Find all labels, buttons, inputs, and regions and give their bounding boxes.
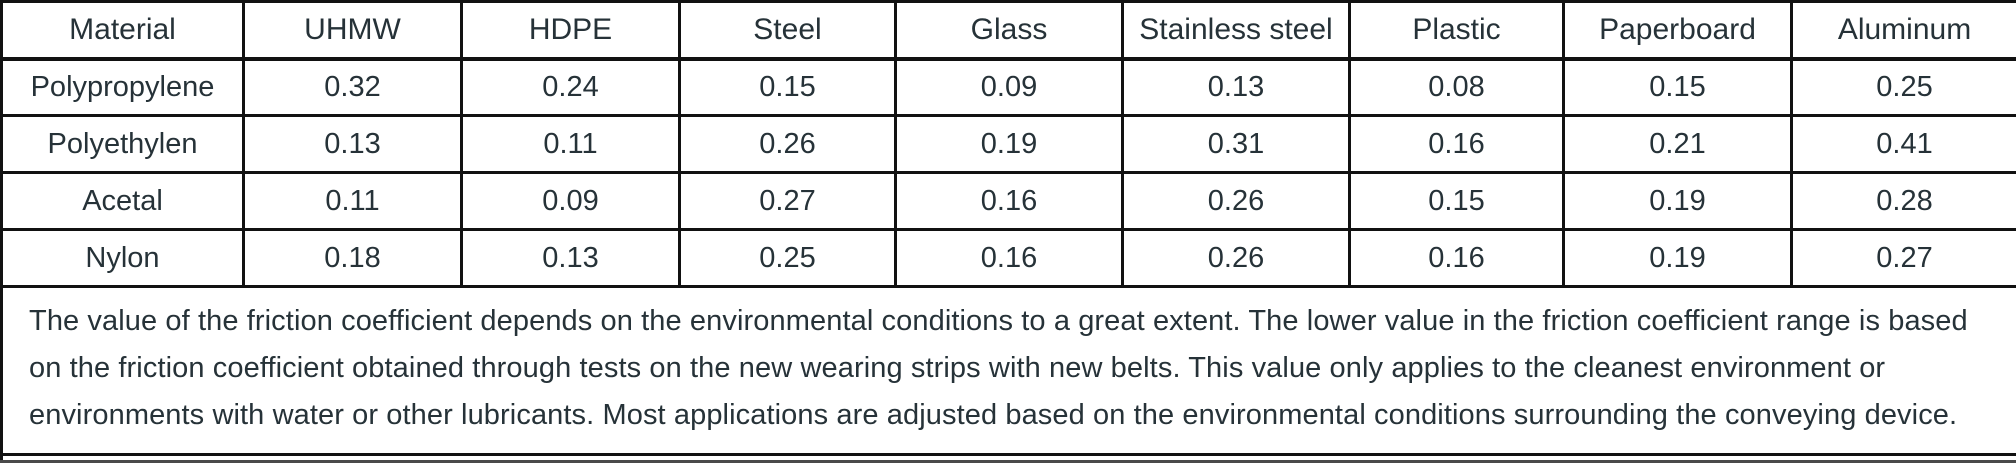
column-header-material: Material [0, 0, 245, 61]
material-cell: Polyethylen [0, 114, 245, 174]
material-cell: Acetal [0, 171, 245, 231]
value-cell: 0.15 [678, 57, 897, 117]
value-cell: 0.18 [242, 228, 463, 288]
table-row-polyethylen: Polyethylen 0.13 0.11 0.26 0.19 0.31 0.1… [0, 114, 2016, 174]
value-cell: 0.19 [1562, 171, 1793, 231]
value-cell: 0.21 [1562, 114, 1793, 174]
friction-coefficient-table: Material UHMW HDPE Steel Glass Stainless… [0, 0, 2016, 456]
value-cell: 0.16 [894, 228, 1124, 288]
note-row: The value of the friction coefficient de… [0, 285, 2016, 456]
value-cell: 0.28 [1790, 171, 2016, 231]
column-header-aluminum: Aluminum [1790, 0, 2016, 61]
header-row: Material UHMW HDPE Steel Glass Stainless… [0, 0, 2016, 61]
column-header-stainless-steel: Stainless steel [1121, 0, 1351, 61]
value-cell: 0.13 [242, 114, 463, 174]
value-cell: 0.31 [1121, 114, 1351, 174]
value-cell: 0.26 [678, 114, 897, 174]
value-cell: 0.15 [1348, 171, 1565, 231]
cutoff-next-element-edge [0, 459, 2016, 463]
value-cell: 0.19 [894, 114, 1124, 174]
value-cell: 0.25 [678, 228, 897, 288]
column-header-hdpe: HDPE [460, 0, 681, 61]
material-cell: Nylon [0, 228, 245, 288]
value-cell: 0.16 [1348, 114, 1565, 174]
table-row-nylon: Nylon 0.18 0.13 0.25 0.16 0.26 0.16 0.19… [0, 228, 2016, 288]
column-header-steel: Steel [678, 0, 897, 61]
table-footnote: The value of the friction coefficient de… [0, 285, 2016, 456]
column-header-paperboard: Paperboard [1562, 0, 1793, 61]
value-cell: 0.32 [242, 57, 463, 117]
value-cell: 0.41 [1790, 114, 2016, 174]
value-cell: 0.15 [1562, 57, 1793, 117]
value-cell: 0.26 [1121, 228, 1351, 288]
value-cell: 0.11 [242, 171, 463, 231]
column-header-uhmw: UHMW [242, 0, 463, 61]
column-header-plastic: Plastic [1348, 0, 1565, 61]
value-cell: 0.19 [1562, 228, 1793, 288]
column-header-glass: Glass [894, 0, 1124, 61]
value-cell: 0.26 [1121, 171, 1351, 231]
cutoff-gap [0, 455, 2016, 460]
value-cell: 0.08 [1348, 57, 1565, 117]
table-row-polypropylene: Polypropylene 0.32 0.24 0.15 0.09 0.13 0… [0, 57, 2016, 117]
value-cell: 0.24 [460, 57, 681, 117]
value-cell: 0.09 [894, 57, 1124, 117]
material-cell: Polypropylene [0, 57, 245, 117]
value-cell: 0.16 [894, 171, 1124, 231]
value-cell: 0.27 [678, 171, 897, 231]
value-cell: 0.16 [1348, 228, 1565, 288]
value-cell: 0.11 [460, 114, 681, 174]
value-cell: 0.27 [1790, 228, 2016, 288]
value-cell: 0.25 [1790, 57, 2016, 117]
table-row-acetal: Acetal 0.11 0.09 0.27 0.16 0.26 0.15 0.1… [0, 171, 2016, 231]
value-cell: 0.13 [460, 228, 681, 288]
value-cell: 0.09 [460, 171, 681, 231]
value-cell: 0.13 [1121, 57, 1351, 117]
